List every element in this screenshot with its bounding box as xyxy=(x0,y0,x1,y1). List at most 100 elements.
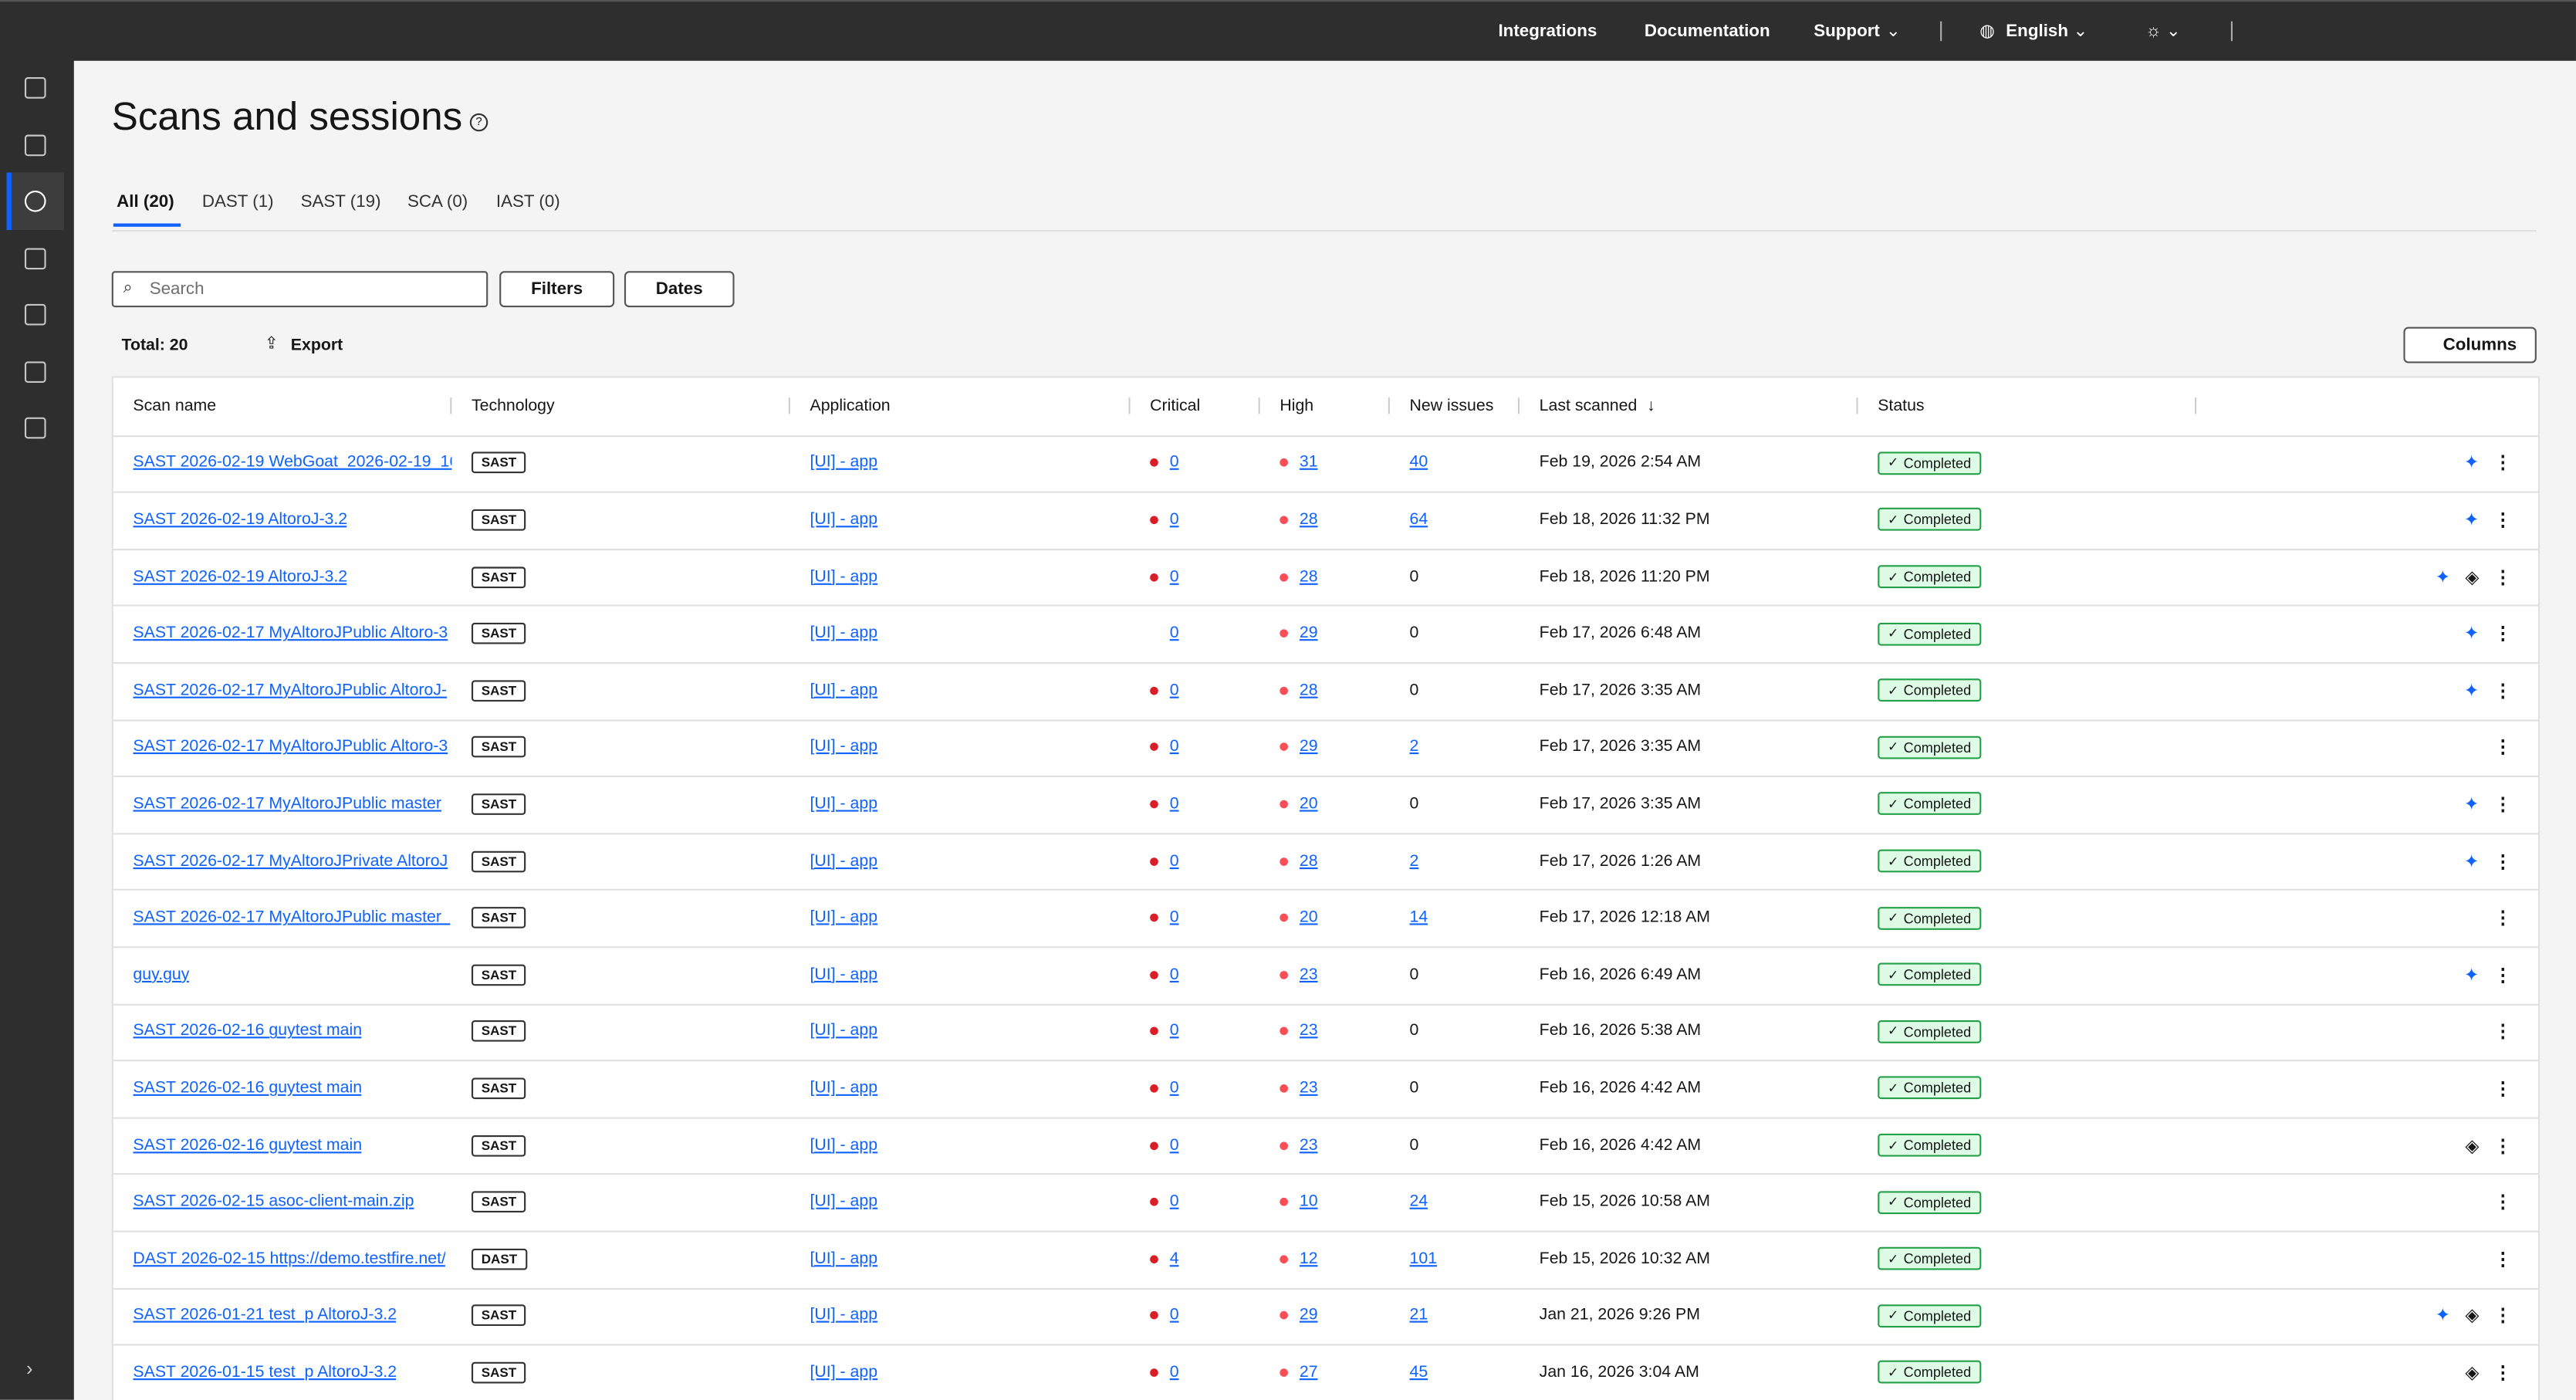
column-header[interactable]: High xyxy=(1260,378,1390,435)
new-issues-link[interactable]: 21 xyxy=(1409,1307,1428,1325)
critical-link[interactable]: 0 xyxy=(1169,681,1179,700)
application-link[interactable]: [UI] - app xyxy=(810,511,878,529)
application-link[interactable]: [UI] - app xyxy=(810,738,878,757)
nav-link[interactable]: Documentation xyxy=(1644,21,1770,42)
tab[interactable]: SCA (0) xyxy=(407,192,468,212)
scan-name-link[interactable]: SAST 2026-02-19 AltoroJ-3.2 xyxy=(133,511,348,529)
scan-name-link[interactable]: DAST 2026-02-15 https://demo.testfire.ne… xyxy=(133,1250,446,1269)
scan-name-link[interactable]: SAST 2026-02-17 MyAltoroJPublic master_ xyxy=(133,908,451,928)
scan-name-link[interactable]: SAST 2026-02-16 guytest main xyxy=(133,1079,363,1098)
application-link[interactable]: [UI] - app xyxy=(810,1079,878,1098)
scan-name-link[interactable]: SAST 2026-02-17 MyAltoroJPublic AltoroJ- xyxy=(133,681,448,700)
theme-toggle[interactable]: ☼ ⌄ xyxy=(2145,21,2181,42)
layers-icon[interactable]: ◈ xyxy=(2465,567,2480,588)
ai-icon[interactable]: ✦ xyxy=(2435,1307,2451,1327)
critical-link[interactable]: 0 xyxy=(1169,454,1179,472)
ai-icon[interactable]: ✦ xyxy=(2463,681,2480,702)
help-icon[interactable]: ? xyxy=(469,113,488,132)
overflow-menu[interactable]: ⋮ xyxy=(2493,1192,2512,1213)
ai-icon[interactable]: ✦ xyxy=(2463,511,2480,531)
overflow-menu[interactable]: ⋮ xyxy=(2493,1307,2512,1327)
tab[interactable]: All (20) xyxy=(117,192,174,212)
overflow-menu[interactable]: ⋮ xyxy=(2493,1022,2512,1043)
new-issues-link[interactable]: 24 xyxy=(1409,1192,1428,1212)
scan-name-link[interactable]: SAST 2026-02-17 MyAltoroJPublic Altoro-3 xyxy=(133,624,448,643)
tab[interactable]: IAST (0) xyxy=(495,192,560,212)
ai-icon[interactable]: ✦ xyxy=(2463,795,2480,815)
high-link[interactable]: 27 xyxy=(1299,1363,1318,1382)
application-link[interactable]: [UI] - app xyxy=(810,1363,878,1382)
high-link[interactable]: 29 xyxy=(1299,1307,1318,1325)
high-link[interactable]: 28 xyxy=(1299,681,1318,700)
search-input[interactable]: Search xyxy=(111,271,488,308)
application-link[interactable]: [UI] - app xyxy=(810,624,878,643)
high-link[interactable]: 29 xyxy=(1299,624,1318,643)
scan-name-link[interactable]: SAST 2026-02-17 MyAltoroJPrivate AltoroJ xyxy=(133,851,448,871)
high-link[interactable]: 31 xyxy=(1299,454,1318,472)
column-header[interactable]: Status xyxy=(1858,378,2197,435)
columns-button[interactable]: Columns xyxy=(2403,326,2537,364)
application-link[interactable]: [UI] - app xyxy=(810,454,878,472)
high-link[interactable]: 20 xyxy=(1299,795,1318,813)
overflow-menu[interactable]: ⋮ xyxy=(2493,851,2512,872)
nav-link[interactable]: Support xyxy=(1814,21,1880,42)
new-issues-link[interactable]: 2 xyxy=(1409,851,1419,871)
application-link[interactable]: [UI] - app xyxy=(810,1250,878,1269)
scan-name-link[interactable]: SAST 2026-02-19 AltoroJ-3.2 xyxy=(133,567,348,587)
scan-name-link[interactable]: guy.guy xyxy=(133,965,190,984)
export-button[interactable]: Export xyxy=(290,336,343,355)
critical-link[interactable]: 4 xyxy=(1169,1250,1179,1269)
nav-icon[interactable] xyxy=(24,303,46,326)
overflow-menu[interactable]: ⋮ xyxy=(2493,1136,2512,1156)
critical-link[interactable]: 0 xyxy=(1169,1192,1179,1212)
application-link[interactable]: [UI] - app xyxy=(810,681,878,700)
ai-icon[interactable]: ✦ xyxy=(2463,624,2480,644)
high-link[interactable]: 28 xyxy=(1299,851,1318,871)
column-header[interactable]: Application xyxy=(790,378,1131,435)
high-link[interactable]: 28 xyxy=(1299,567,1318,587)
language-select[interactable]: English xyxy=(2006,21,2068,42)
critical-link[interactable]: 0 xyxy=(1169,908,1179,928)
high-link[interactable]: 23 xyxy=(1299,1136,1318,1155)
column-header[interactable]: Critical xyxy=(1131,378,1260,435)
overflow-menu[interactable]: ⋮ xyxy=(2493,738,2512,759)
critical-link[interactable]: 0 xyxy=(1169,1022,1179,1041)
high-link[interactable]: 23 xyxy=(1299,1079,1318,1098)
column-header[interactable]: Scan name xyxy=(113,378,452,435)
application-link[interactable]: [UI] - app xyxy=(810,851,878,871)
scan-name-link[interactable]: SAST 2026-02-19 WebGoat_2026-02-19_16 xyxy=(133,454,452,472)
application-link[interactable]: [UI] - app xyxy=(810,1307,878,1325)
critical-link[interactable]: 0 xyxy=(1169,1363,1179,1382)
critical-link[interactable]: 0 xyxy=(1169,851,1179,871)
nav-icon[interactable] xyxy=(24,417,46,439)
scan-name-link[interactable]: SAST 2026-01-21 test_p AltoroJ-3.2 xyxy=(133,1307,397,1325)
scan-name-link[interactable]: SAST 2026-02-16 guytest main xyxy=(133,1136,363,1155)
overflow-menu[interactable]: ⋮ xyxy=(2493,454,2512,474)
critical-link[interactable]: 0 xyxy=(1169,795,1179,813)
critical-link[interactable]: 0 xyxy=(1169,1136,1179,1155)
overflow-menu[interactable]: ⋮ xyxy=(2493,965,2512,986)
new-issues-link[interactable]: 14 xyxy=(1409,908,1428,928)
dates-button[interactable]: Dates xyxy=(624,271,735,308)
nav-icon[interactable] xyxy=(24,361,46,384)
layers-icon[interactable]: ◈ xyxy=(2465,1363,2480,1384)
overflow-menu[interactable]: ⋮ xyxy=(2493,624,2512,644)
nav-link[interactable]: Integrations xyxy=(1498,21,1597,42)
scan-name-link[interactable]: SAST 2026-02-15 asoc-client-main.zip xyxy=(133,1192,414,1212)
nav-icon[interactable] xyxy=(24,248,46,270)
expand-nav[interactable]: › xyxy=(26,1357,33,1381)
scan-name-link[interactable]: SAST 2026-02-17 MyAltoroJPublic master xyxy=(133,795,441,813)
critical-link[interactable]: 0 xyxy=(1169,965,1179,984)
column-header[interactable]: New issues xyxy=(1390,378,1520,435)
overflow-menu[interactable]: ⋮ xyxy=(2493,908,2512,929)
overflow-menu[interactable]: ⋮ xyxy=(2493,1250,2512,1270)
filters-button[interactable]: Filters xyxy=(499,271,615,308)
scan-name-link[interactable]: SAST 2026-02-16 guytest main xyxy=(133,1022,363,1041)
application-link[interactable]: [UI] - app xyxy=(810,1022,878,1041)
overflow-menu[interactable]: ⋮ xyxy=(2493,1079,2512,1100)
ai-icon[interactable]: ✦ xyxy=(2435,567,2451,588)
ai-icon[interactable]: ✦ xyxy=(2463,454,2480,474)
critical-link[interactable]: 0 xyxy=(1169,624,1179,643)
high-link[interactable]: 12 xyxy=(1299,1250,1318,1269)
critical-link[interactable]: 0 xyxy=(1169,1079,1179,1098)
